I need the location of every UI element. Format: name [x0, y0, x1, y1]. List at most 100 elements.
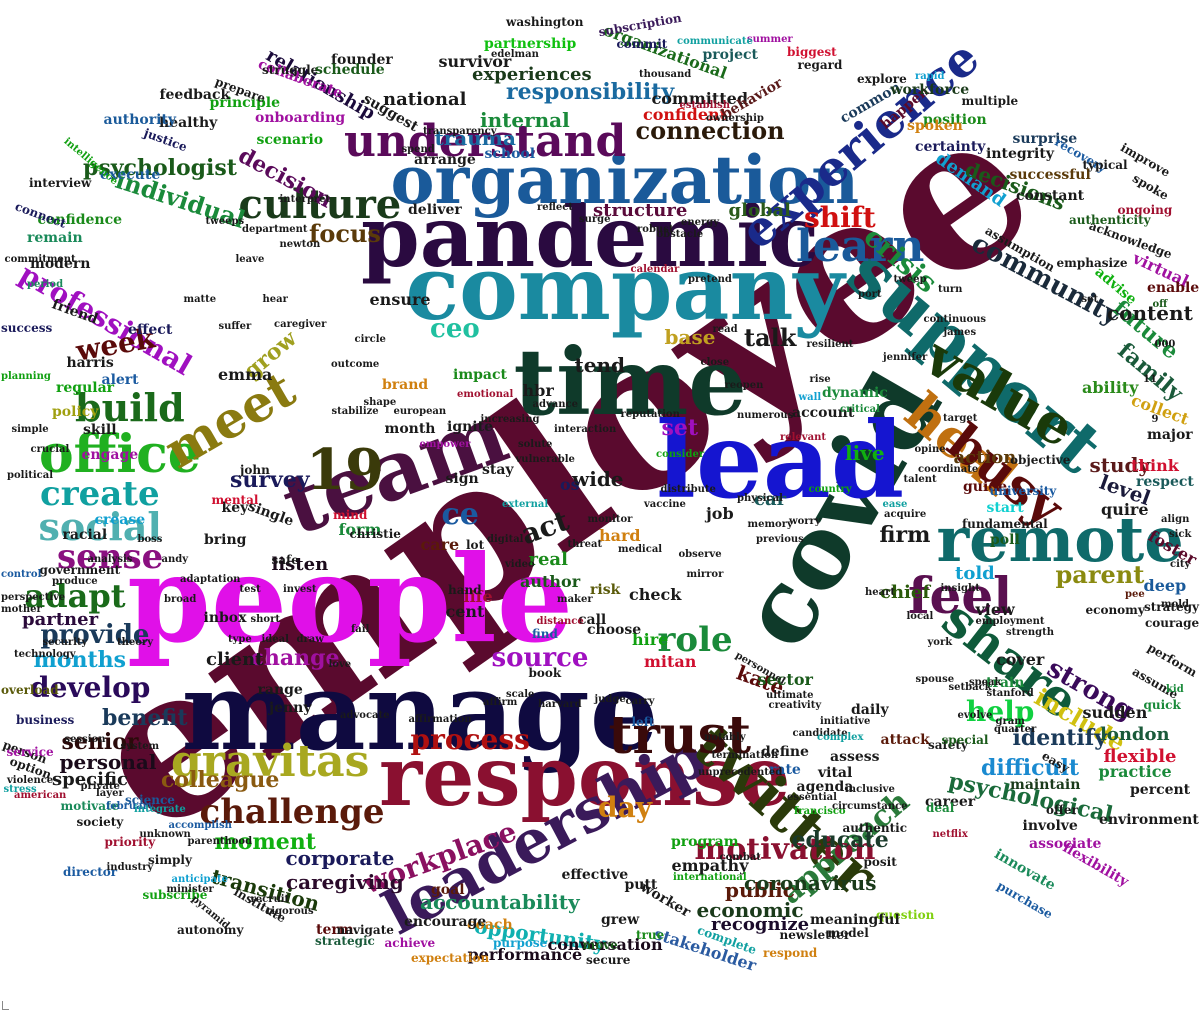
cloud-word: alert: [101, 372, 139, 388]
cloud-word: hand: [448, 583, 482, 597]
cloud-word: spouse: [915, 674, 955, 685]
cloud-word: constant: [1016, 188, 1085, 204]
cloud-word: bring: [204, 532, 247, 548]
cloud-word: james: [943, 327, 977, 338]
cloud-word: grew: [601, 912, 640, 928]
cloud-word: accountability: [420, 890, 580, 914]
cloud-word: interpret: [279, 194, 331, 205]
cloud-word: session: [64, 734, 106, 745]
cloud-word: perspective: [1, 592, 66, 603]
cloud-word: communicate: [677, 36, 753, 47]
cloud-word: mold: [1161, 599, 1190, 610]
cloud-word: strategy: [1144, 600, 1199, 614]
cloud-word: feel: [908, 566, 1013, 625]
cloud-word: simple: [11, 424, 49, 435]
cloud-word: specific: [52, 769, 129, 790]
cloud-word: impact: [453, 367, 507, 383]
cloud-word: set: [661, 415, 699, 441]
cloud-word: check: [629, 585, 682, 604]
cloud-word: pee: [1125, 589, 1145, 600]
cloud-word: stay: [482, 462, 514, 478]
cloud-word: school: [484, 146, 536, 162]
cloud-word: insight: [940, 583, 980, 594]
cloud-word: ability: [1082, 378, 1139, 397]
cloud-word: memory: [747, 519, 793, 530]
cloud-word: energy: [681, 217, 720, 228]
cloud-word: percent: [1130, 782, 1191, 798]
cloud-word: priority: [104, 835, 156, 849]
cloud-word: speak: [969, 677, 1002, 688]
cloud-word: continuous: [923, 314, 987, 325]
cloud-word: arrange: [414, 152, 476, 168]
cloud-word: produce: [52, 576, 98, 587]
cloud-word: policy: [52, 404, 99, 420]
cloud-word: certainty: [915, 139, 986, 155]
cloud-word: economy: [1085, 603, 1145, 617]
cloud-word: vulnerable: [515, 454, 575, 465]
cloud-word: ensure: [369, 290, 431, 309]
cloud-word: francisco: [794, 806, 846, 817]
cloud-word: culture: [238, 181, 402, 228]
cloud-word: circumstance: [832, 801, 908, 812]
cloud-word: action: [953, 447, 1017, 468]
cloud-word: secure: [586, 953, 631, 967]
cloud-word: 9: [1151, 414, 1159, 425]
cloud-word: source: [491, 643, 589, 673]
cloud-word: safe: [271, 553, 299, 567]
cloud-word: invest: [283, 584, 317, 595]
cloud-word: coach: [467, 917, 513, 933]
cloud-word: connection: [635, 116, 785, 145]
cloud-word: healthy: [159, 115, 218, 131]
cloud-word: quarter: [994, 724, 1037, 735]
cloud-word: form: [338, 520, 382, 539]
cloud-word: advance: [532, 399, 578, 410]
cloud-word: flexible: [1103, 746, 1177, 767]
cloud-word: hire: [632, 630, 669, 649]
cloud-word: racial: [62, 527, 108, 543]
cloud-word: author: [520, 572, 581, 591]
cloud-word: scale: [506, 689, 535, 700]
cloud-word: analysis: [87, 554, 133, 565]
cloud-word: principle: [209, 95, 281, 111]
cloud-word: ongoing: [1117, 203, 1173, 217]
cloud-word: manage: [181, 649, 659, 775]
cloud-word: quire: [1101, 500, 1149, 519]
cloud-word: job: [706, 504, 734, 523]
cloud-word: program: [671, 834, 739, 850]
cloud-word: care: [420, 535, 460, 554]
cloud-word: interview: [29, 176, 92, 190]
cloud-word: focus: [309, 219, 381, 248]
cloud-word: science: [125, 793, 175, 807]
cloud-word: told: [955, 563, 995, 584]
cloud-word: hbr: [522, 381, 554, 400]
cloud-word: coronavirus: [744, 871, 877, 895]
cloud-word: creativity: [768, 700, 822, 711]
cloud-word: tweep: [893, 274, 927, 285]
cloud-word: international: [673, 872, 747, 883]
cloud-word: confidence: [37, 212, 123, 228]
cloud-word: distribute: [660, 484, 716, 495]
cloud-word: spoken: [907, 118, 963, 134]
cloud-word: reputation: [620, 409, 680, 420]
cloud-word: call: [578, 612, 607, 628]
cloud-word: mind: [333, 508, 368, 522]
cloud-word: government: [39, 563, 121, 577]
cloud-word: left: [631, 715, 655, 729]
cloud-word: key: [221, 500, 249, 516]
cloud-word: courage: [1145, 616, 1200, 630]
cloud-word: firm: [879, 522, 931, 548]
cloud-word: parenthood: [187, 836, 253, 847]
cloud-word: talk: [744, 323, 797, 352]
cloud-word: corporate: [285, 846, 395, 870]
cloud-word: gram: [995, 716, 1025, 727]
cloud-word: strength: [1006, 627, 1055, 638]
cloud-word: authenticity: [1069, 213, 1151, 227]
cloud-word: ease: [882, 499, 908, 510]
cloud-word: combat: [719, 852, 761, 863]
cloud-word: target: [943, 413, 978, 424]
cloud-word: onboarding: [255, 110, 346, 126]
cloud-word: brand: [382, 377, 429, 393]
cloud-word: align: [1161, 514, 1190, 525]
cloud-word: struggle: [262, 63, 319, 77]
cloud-word: system: [120, 741, 160, 752]
